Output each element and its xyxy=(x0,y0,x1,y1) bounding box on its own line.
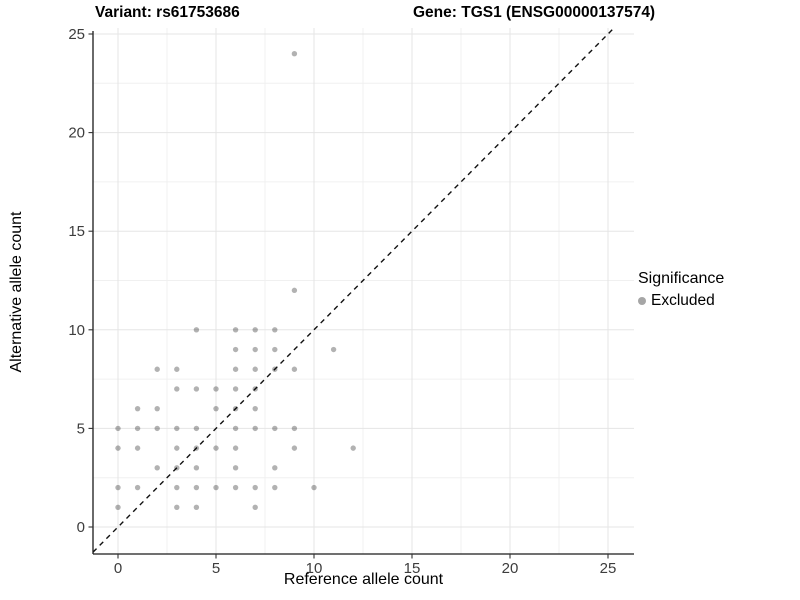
data-point xyxy=(252,484,258,491)
data-point xyxy=(232,327,239,333)
data-point xyxy=(291,51,298,57)
legend: Significance Excluded xyxy=(638,270,724,310)
data-point xyxy=(154,366,160,372)
data-point xyxy=(154,425,160,432)
data-point xyxy=(252,386,258,392)
legend-point-icon xyxy=(638,297,646,305)
data-point xyxy=(291,445,298,451)
y-tick-label: 15 xyxy=(68,223,85,240)
data-point xyxy=(193,327,200,333)
data-point xyxy=(311,484,317,491)
data-point xyxy=(213,386,219,392)
data-point xyxy=(232,425,239,432)
data-point xyxy=(174,484,180,491)
data-point xyxy=(193,445,200,451)
data-point xyxy=(193,504,200,510)
data-point xyxy=(134,405,141,412)
data-point xyxy=(291,366,298,372)
y-tick-label: 10 xyxy=(68,322,85,339)
data-point xyxy=(174,425,180,432)
data-point xyxy=(291,287,298,294)
data-point xyxy=(272,366,278,372)
data-point xyxy=(115,504,121,510)
data-point xyxy=(174,445,180,451)
data-point xyxy=(213,445,219,451)
data-point xyxy=(193,484,200,491)
gene-title: Gene: TGS1 (ENSG00000137574) xyxy=(413,4,656,21)
data-point xyxy=(232,445,239,451)
data-point xyxy=(272,484,278,491)
data-point xyxy=(272,465,278,471)
data-point xyxy=(291,425,298,432)
data-point xyxy=(213,405,219,412)
y-tick-label: 5 xyxy=(77,420,85,437)
data-point xyxy=(252,346,258,353)
data-point xyxy=(115,445,121,451)
data-point xyxy=(252,366,258,372)
data-point xyxy=(252,405,258,412)
data-point xyxy=(154,405,160,412)
data-point xyxy=(134,484,141,491)
data-point xyxy=(115,484,121,491)
data-point xyxy=(193,386,200,392)
data-point xyxy=(252,504,258,510)
y-tick-label: 0 xyxy=(77,519,85,536)
data-point xyxy=(232,366,239,372)
data-point xyxy=(252,425,258,432)
x-tick-label: 25 xyxy=(600,560,617,577)
x-tick-label: 10 xyxy=(306,560,323,577)
data-point xyxy=(134,425,141,432)
data-point xyxy=(115,425,121,432)
y-tick-label: 20 xyxy=(68,125,85,142)
data-point xyxy=(272,346,278,353)
legend-item-excluded: Excluded xyxy=(638,292,724,310)
data-point xyxy=(252,327,258,333)
data-point xyxy=(193,465,200,471)
data-point xyxy=(350,445,356,451)
data-point xyxy=(232,346,239,353)
data-point xyxy=(174,465,180,471)
data-point xyxy=(272,425,278,432)
identity-line xyxy=(92,27,615,553)
data-point xyxy=(174,504,180,510)
x-tick-label: 15 xyxy=(404,560,421,577)
data-point xyxy=(174,366,180,372)
data-point xyxy=(213,484,219,491)
legend-item-label: Excluded xyxy=(651,292,715,309)
data-point xyxy=(193,425,200,432)
x-tick-label: 20 xyxy=(502,560,519,577)
data-point xyxy=(134,445,141,451)
data-point xyxy=(232,484,239,491)
variant-title: Variant: rs61753686 xyxy=(95,4,240,21)
x-tick-label: 0 xyxy=(114,560,122,577)
legend-title: Significance xyxy=(638,270,725,287)
y-axis-label: Alternative allele count xyxy=(8,211,25,373)
data-point xyxy=(330,346,337,353)
x-axis-label: Reference allele count xyxy=(283,571,444,588)
data-point xyxy=(174,386,180,392)
data-point xyxy=(232,405,239,412)
x-tick-label: 5 xyxy=(212,560,220,577)
data-point xyxy=(154,465,160,471)
data-point xyxy=(232,386,239,392)
y-tick-label: 25 xyxy=(68,26,85,43)
data-point xyxy=(272,327,278,333)
data-point xyxy=(232,465,239,471)
